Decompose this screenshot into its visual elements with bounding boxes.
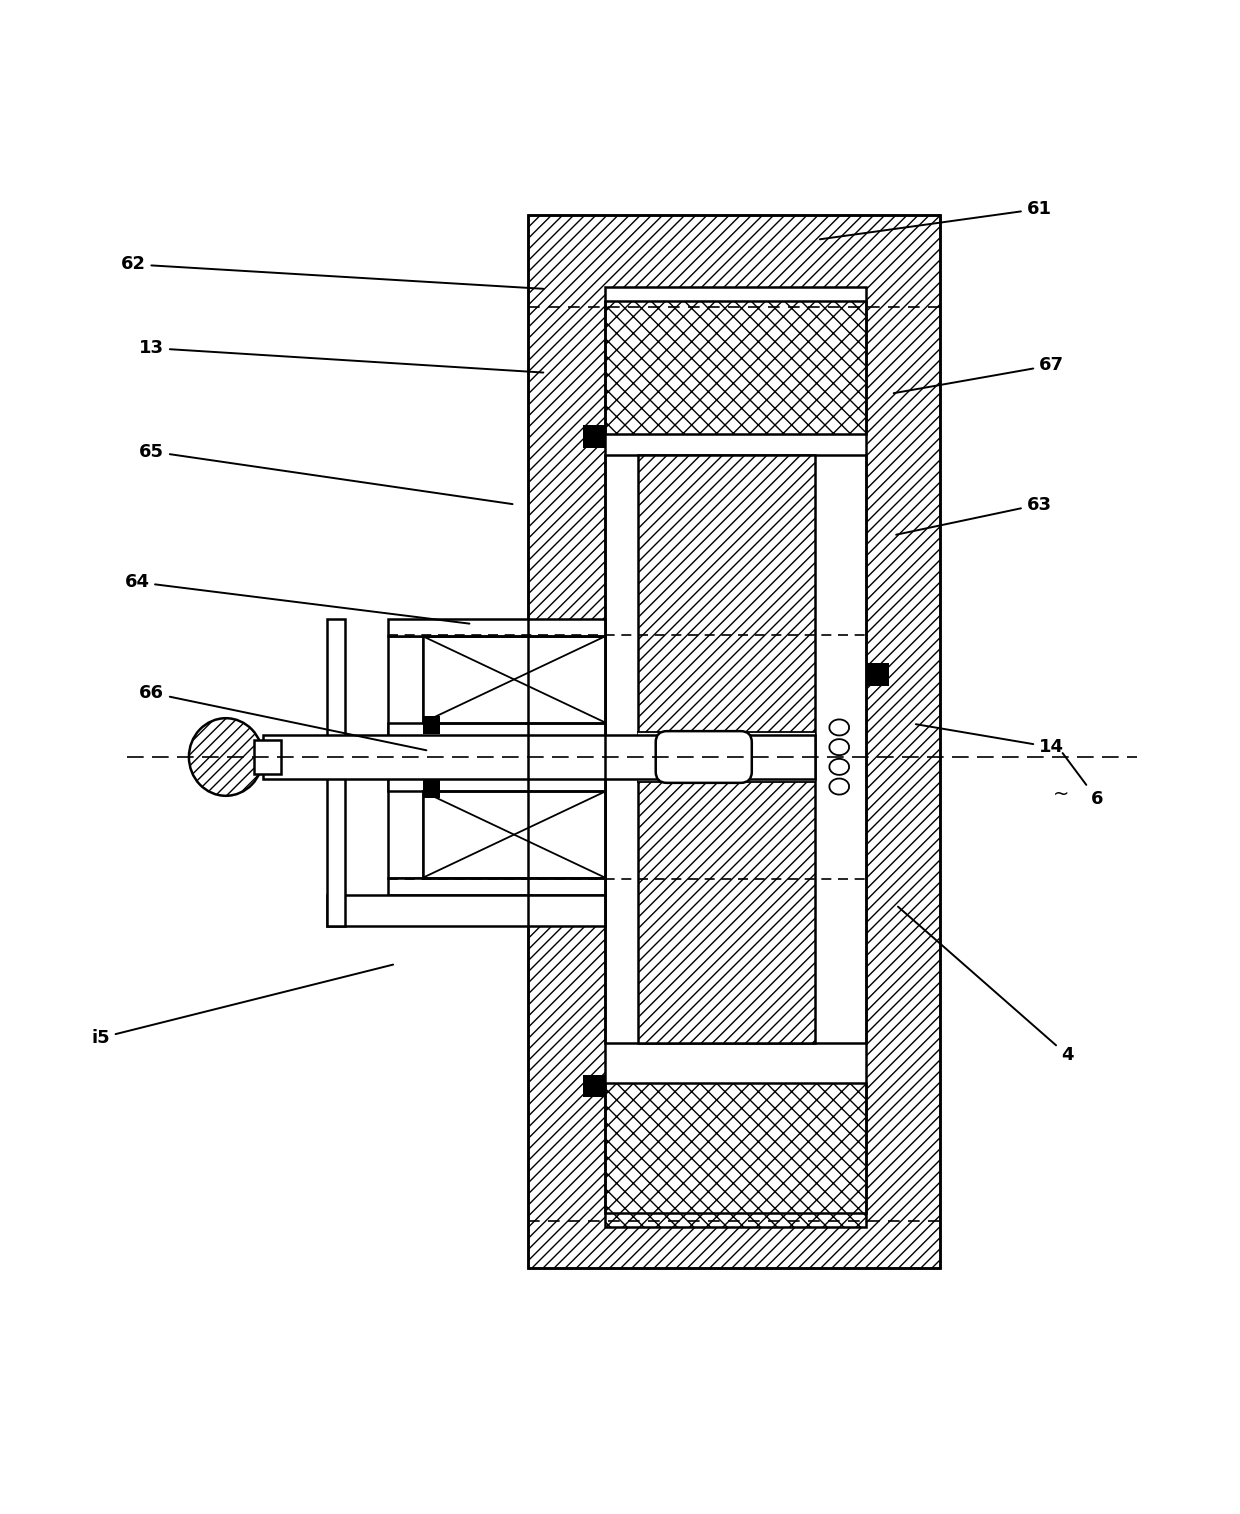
Bar — [327, 895, 605, 925]
Bar — [423, 780, 440, 798]
Text: 65: 65 — [139, 442, 512, 504]
Text: ~: ~ — [1053, 784, 1069, 804]
Text: 64: 64 — [124, 574, 470, 624]
Bar — [639, 456, 815, 1043]
Text: 13: 13 — [139, 339, 543, 372]
Bar — [423, 716, 440, 734]
Bar — [605, 301, 867, 435]
Bar — [388, 619, 605, 636]
Bar — [263, 734, 815, 780]
Text: 67: 67 — [894, 356, 1064, 394]
Bar — [605, 286, 867, 1213]
Bar — [388, 636, 423, 878]
FancyBboxPatch shape — [254, 740, 281, 774]
Text: 4: 4 — [898, 907, 1074, 1064]
Bar — [423, 636, 605, 878]
Text: 62: 62 — [120, 256, 543, 289]
Bar — [583, 425, 605, 448]
Bar — [605, 286, 867, 1213]
Ellipse shape — [188, 718, 263, 796]
Text: i5: i5 — [92, 964, 393, 1046]
Bar — [528, 215, 940, 1269]
Text: 66: 66 — [139, 684, 427, 751]
Bar — [327, 619, 345, 925]
Text: 63: 63 — [897, 495, 1052, 534]
FancyBboxPatch shape — [656, 731, 751, 783]
Bar — [388, 722, 605, 737]
Bar — [583, 1075, 605, 1096]
Text: 6: 6 — [1063, 752, 1104, 808]
Bar — [605, 1084, 867, 1228]
Bar — [388, 777, 605, 792]
Bar — [528, 215, 940, 1269]
Bar — [867, 663, 889, 686]
Text: 14: 14 — [916, 724, 1064, 755]
Bar — [388, 878, 605, 895]
Bar — [639, 733, 815, 781]
Text: 61: 61 — [820, 200, 1052, 239]
Bar — [605, 456, 867, 1043]
